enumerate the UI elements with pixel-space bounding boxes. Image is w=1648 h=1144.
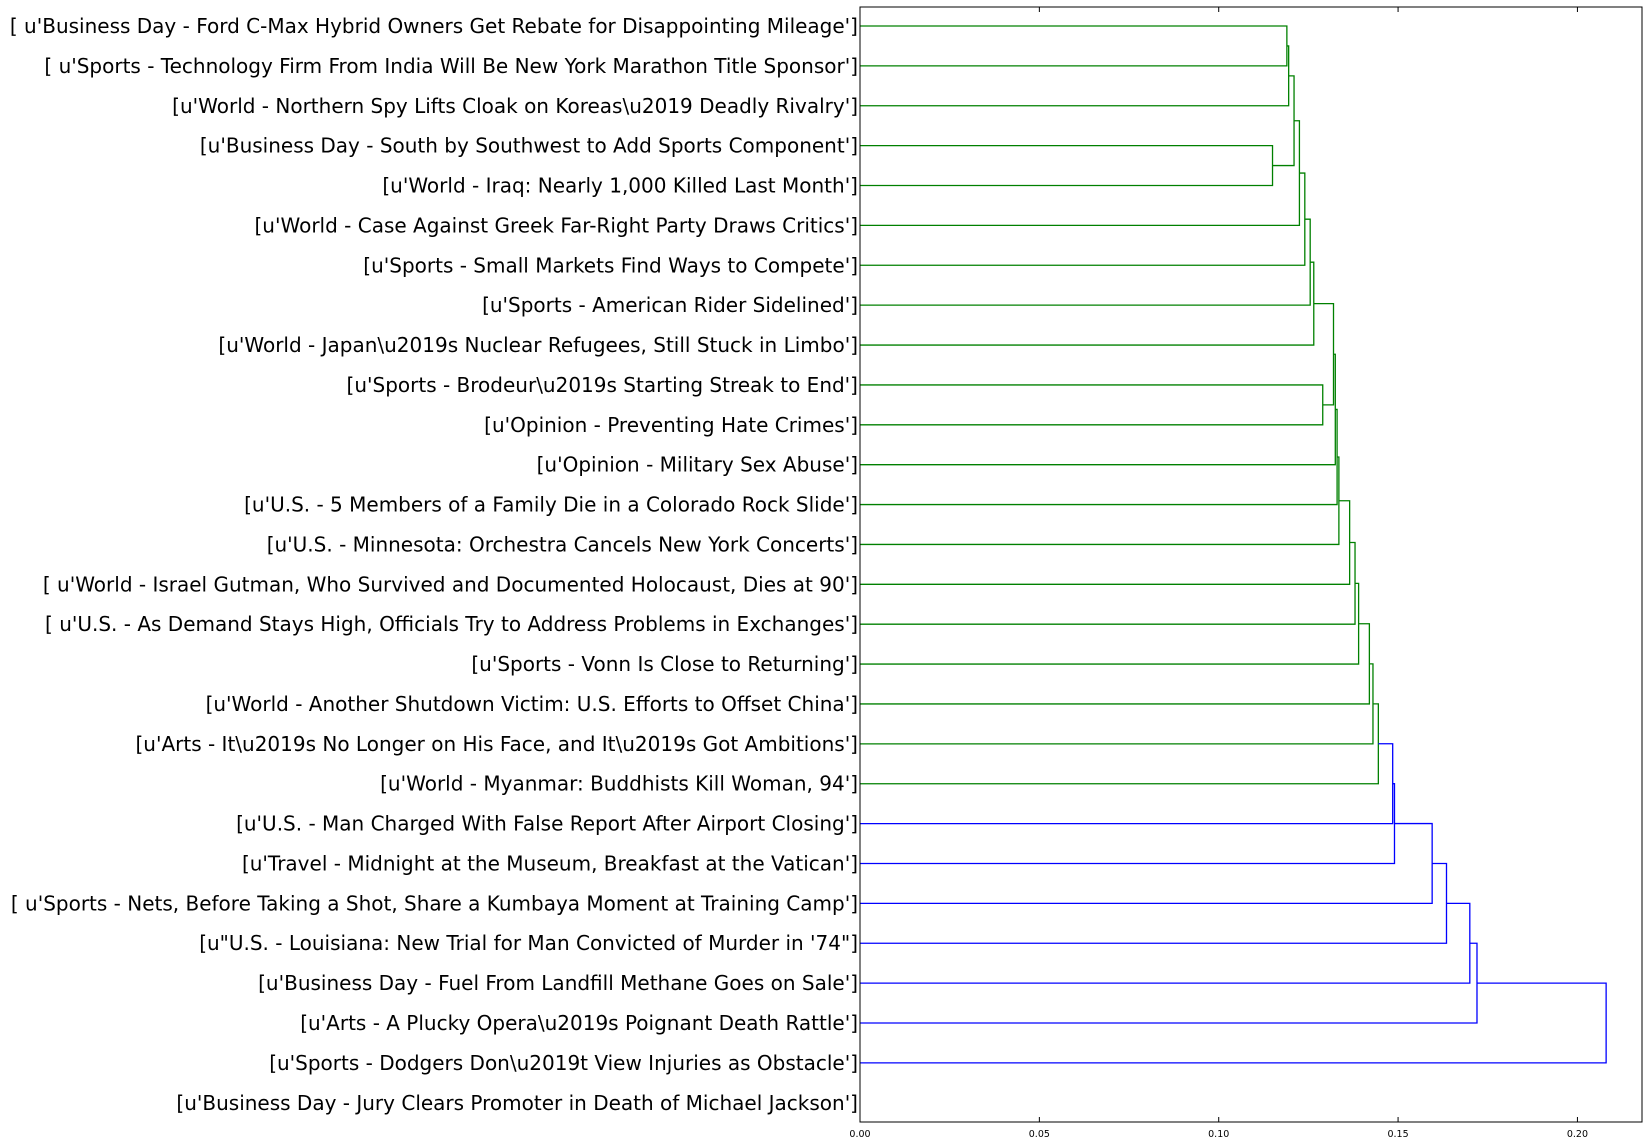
leaf-label: [u'World - Case Against Greek Far-Right … [255,213,859,237]
leaf-label: [u'World - Iraq: Nearly 1,000 Killed Las… [382,174,858,198]
leaf-label: [ u'Business Day - Ford C-Max Hybrid Own… [10,14,858,38]
dendrogram-link [860,261,1315,346]
leaf-labels: [ u'Business Day - Ford C-Max Hybrid Own… [10,14,858,1115]
x-axis-ticks: 0.00 0.05 0.10 0.15 0.20 [849,7,1588,1140]
leaf-label: [u'U.S. - Minnesota: Orchestra Cancels N… [267,532,858,556]
dendrogram-links [860,25,1607,1064]
leaf-label: [u'Travel - Midnight at the Museum, Brea… [242,851,858,875]
leaf-label: [u'Arts - It\u2019s No Longer on His Fac… [135,732,858,756]
leaf-label: [u'Business Day - Fuel From Landfill Met… [258,971,858,995]
dendrogram-link [1313,302,1335,406]
x-tick-label: 0.10 [1208,1129,1229,1140]
leaf-label: [u'Business Day - South by Southwest to … [200,134,858,158]
x-tick-label: 0.20 [1567,1129,1588,1140]
leaf-label: [u"U.S. - Louisiana: New Trial for Man C… [199,931,858,955]
leaf-label: [u'Sports - Brodeur\u2019s Starting Stre… [347,373,858,397]
leaf-label: [ u'U.S. - As Demand Stays High, Officia… [45,612,858,636]
dendrogram-link [860,456,1340,546]
dendrogram-link [860,172,1306,266]
leaf-label: [u'World - Myanmar: Buddhists Kill Woman… [380,772,858,796]
dendrogram-link [860,408,1338,506]
leaf-label: [u'Opinion - Preventing Hate Crimes'] [484,413,858,437]
leaf-label: [u'U.S. - 5 Members of a Family Die in a… [244,493,858,517]
leaf-label: [u'Sports - Dodgers Don\u2019t View Inju… [269,1051,858,1075]
dendrogram-link [860,218,1311,306]
leaf-label: [u'Opinion - Military Sex Abuse'] [537,453,858,477]
leaf-label: [ u'Sports - Nets, Before Taking a Shot,… [11,891,858,915]
axes-frame [859,6,1643,1123]
dendrogram-link [860,353,1336,466]
leaf-label: [ u'World - Israel Gutman, Who Survived … [43,572,858,596]
leaf-label: [u'Arts - A Plucky Opera\u2019s Poignant… [300,1011,858,1035]
leaf-label: [u'World - Northern Spy Lifts Cloak on K… [172,94,858,118]
dendrogram-link [860,144,1274,187]
leaf-label: [ u'Sports - Technology Firm From India … [44,54,858,78]
leaf-label: [u'Business Day - Jury Clears Promoter i… [176,1091,858,1115]
dendrogram-link [1272,75,1295,167]
leaf-label: [u'U.S. - Man Charged With False Report … [236,812,858,836]
dendrogram-link [860,45,1290,107]
dendrogram-link [860,25,1288,67]
x-tick-label: 0.15 [1387,1129,1408,1140]
x-tick-label: 0.00 [849,1129,870,1140]
dendrogram-link [860,500,1351,585]
leaf-label: [u'World - Another Shutdown Victim: U.S.… [206,692,858,716]
x-tick-label: 0.05 [1029,1129,1050,1140]
dendrogram-link [860,982,1607,1064]
dendrogram-link [860,120,1301,227]
dendrogram-link [860,541,1356,625]
leaf-label: [u'Sports - Small Markets Find Ways to C… [363,253,858,277]
dendrogram-link [860,384,1324,426]
leaf-label: [u'World - Japan\u2019s Nuclear Refugees… [218,333,858,357]
leaf-label: [u'Sports - Vonn Is Close to Returning'] [471,652,858,676]
leaf-label: [u'Sports - American Rider Sidelined'] [482,293,858,317]
